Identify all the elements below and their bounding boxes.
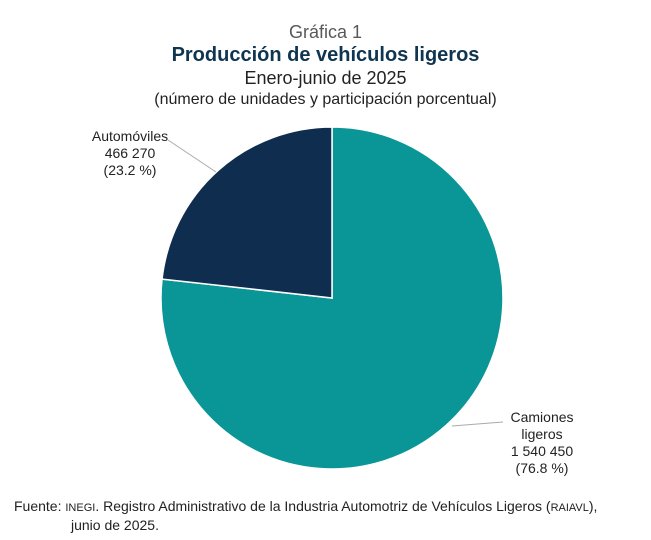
slice-name: Camiones — [510, 409, 574, 425]
label-camiones: Camiones ligeros 1 540 450 (76.8 %) — [494, 409, 590, 477]
leader-line-camiones — [451, 421, 504, 427]
slice-value: 1 540 450 — [510, 443, 574, 459]
label-automoviles: Automóviles 466 270 (23.2 %) — [78, 128, 182, 179]
source-org: INEGI — [65, 502, 96, 514]
leader-line-automoviles — [167, 139, 217, 173]
slice-name-2: ligeros — [521, 426, 563, 442]
source-note: Fuente: INEGI. Registro Administrativo d… — [14, 498, 597, 534]
chart-kicker: Gráfica 1 — [288, 22, 363, 42]
source-date: junio de 2025. — [71, 517, 159, 533]
slice-percent: (23.2 %) — [103, 162, 157, 178]
chart-title: Producción de vehículos ligeros — [171, 44, 480, 66]
pie-slice-automoviles — [161, 126, 333, 299]
chart-subtitle: Enero-junio de 2025 — [244, 68, 407, 88]
source-text-end: ), — [588, 498, 598, 514]
slice-value: 466 270 — [104, 145, 156, 161]
slice-name: Automóviles — [91, 128, 169, 144]
source-prefix: Fuente: — [14, 498, 62, 514]
source-text: . Registro Administrativo de la Industri… — [95, 498, 551, 514]
chart-units: (número de unidades y participación porc… — [154, 91, 497, 108]
source-abbr: RAIAVL — [550, 502, 589, 514]
slice-percent: (76.8 %) — [515, 460, 569, 476]
